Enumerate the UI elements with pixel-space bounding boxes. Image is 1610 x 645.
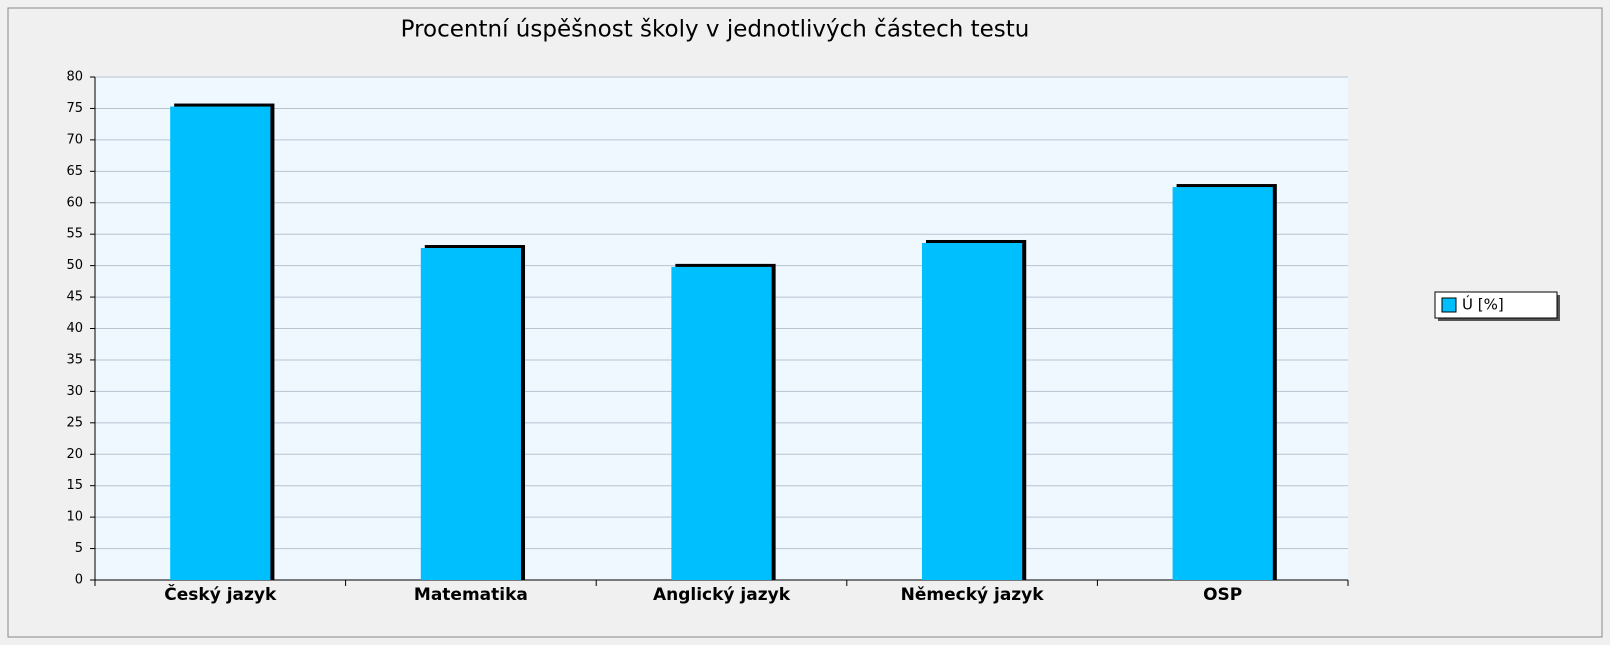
y-tick-label: 75 [66, 101, 83, 116]
y-tick-label: 80 [66, 70, 83, 85]
y-tick-label: 60 [66, 195, 83, 210]
y-tick-label: 40 [66, 321, 83, 336]
bar [1172, 187, 1273, 580]
chart-title: Procentní úspěšnost školy v jednotlivých… [401, 17, 1030, 43]
y-tick-label: 25 [66, 415, 83, 430]
y-tick-label: 30 [66, 384, 83, 399]
legend-swatch [1441, 297, 1457, 313]
y-tick-label: 55 [66, 227, 83, 242]
y-tick-label: 20 [66, 447, 83, 462]
legend-label: Ú [%] [1462, 295, 1504, 314]
y-tick-label: 10 [66, 510, 83, 525]
y-tick-label: 65 [66, 164, 83, 179]
y-tick-label: 5 [75, 541, 83, 556]
y-tick-label: 0 [75, 573, 83, 588]
y-tick-label: 70 [66, 132, 83, 147]
x-tick-label: Anglický jazyk [653, 585, 791, 605]
x-tick-label: Matematika [414, 585, 528, 605]
y-tick-label: 15 [66, 478, 83, 493]
legend: Ú [%] [1434, 291, 1560, 321]
y-tick-label: 45 [66, 290, 83, 305]
y-tick-label: 35 [66, 352, 83, 367]
y-tick-label: 50 [66, 258, 83, 273]
bar [671, 266, 772, 580]
x-tick-label: Německý jazyk [901, 585, 1045, 605]
bar [420, 248, 522, 580]
bar [170, 106, 271, 581]
x-tick-label: OSP [1203, 585, 1242, 605]
x-tick-label: Český jazyk [164, 583, 277, 605]
bar [921, 242, 1023, 581]
